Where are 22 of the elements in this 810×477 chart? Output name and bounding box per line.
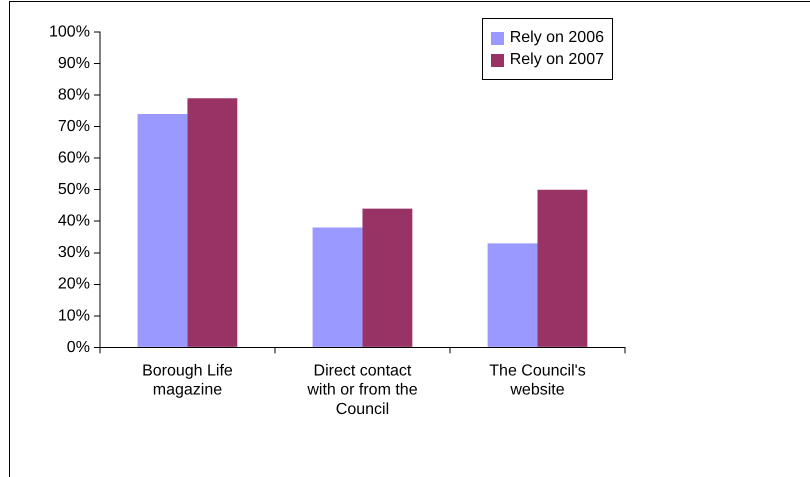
- y-tick-label: 100%: [49, 23, 90, 40]
- y-tick-label: 50%: [58, 181, 90, 198]
- y-tick-label: 70%: [58, 118, 90, 136]
- y-tick-label: 10%: [58, 307, 90, 324]
- bar: [362, 208, 412, 347]
- bar: [537, 190, 588, 347]
- bar: [187, 98, 238, 347]
- y-tick-label: 40%: [58, 212, 90, 230]
- legend-label: Rely on 2006: [510, 29, 604, 47]
- x-tick-label: Borough Life magazine: [142, 362, 233, 399]
- y-tick-label: 60%: [58, 150, 90, 167]
- y-tick-label: 90%: [58, 54, 90, 72]
- y-tick-label: 0%: [66, 338, 90, 356]
- bar: [138, 114, 188, 347]
- bar: [312, 228, 362, 347]
- y-tick-label: 80%: [58, 86, 90, 104]
- y-tick-label: 30%: [58, 244, 90, 262]
- y-tick-label: 20%: [58, 276, 90, 293]
- x-tick-label: Direct contact with or from the Council: [306, 362, 418, 418]
- bar: [488, 243, 538, 347]
- x-tick-label: The Council's website: [489, 362, 586, 399]
- legend-label: Rely on 2007: [510, 51, 604, 69]
